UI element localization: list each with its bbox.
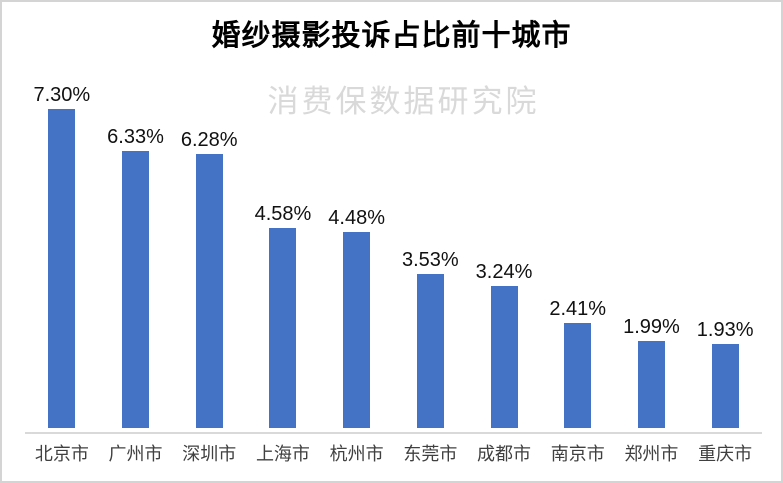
bar-北京市 bbox=[48, 109, 76, 428]
bar-深圳市 bbox=[195, 153, 223, 428]
bar-value-label: 2.41% bbox=[549, 297, 607, 320]
bar-广州市 bbox=[122, 151, 150, 428]
bar-value-label: 3.24% bbox=[475, 261, 533, 284]
bar-value-label: 1.99% bbox=[623, 316, 680, 339]
bar-value-label: 6.28% bbox=[180, 128, 238, 151]
chart-title: 婚纱摄影投诉占比前十城市 bbox=[211, 20, 572, 52]
bar-value-label: 7.30% bbox=[33, 84, 91, 106]
x-axis-category-label: 北京市 bbox=[34, 444, 89, 464]
bar-成都市 bbox=[490, 286, 518, 428]
x-axis-line bbox=[25, 432, 762, 434]
x-axis-category-label: 东莞市 bbox=[403, 444, 458, 464]
bar-value-label: 1.93% bbox=[696, 318, 754, 341]
x-axis-category-label: 上海市 bbox=[255, 444, 310, 464]
x-axis-category-label: 深圳市 bbox=[182, 444, 237, 464]
bar-东莞市 bbox=[416, 273, 444, 428]
x-axis-category-label: 广州市 bbox=[108, 444, 163, 464]
bar-value-label: 4.58% bbox=[254, 202, 312, 225]
bar-value-label: 6.33% bbox=[107, 126, 164, 149]
x-axis-category-label: 南京市 bbox=[550, 444, 605, 464]
bar-value-label: 4.48% bbox=[328, 207, 385, 230]
x-axis-category-label: 杭州市 bbox=[329, 444, 384, 464]
x-axis-category-label: 成都市 bbox=[477, 444, 532, 464]
bar-南京市 bbox=[564, 322, 592, 428]
bar-value-label: 3.53% bbox=[401, 248, 459, 271]
bar-重庆市 bbox=[711, 343, 739, 428]
bar-杭州市 bbox=[343, 232, 371, 428]
x-axis-category-label: 重庆市 bbox=[698, 444, 753, 464]
x-axis-category-label: 郑州市 bbox=[624, 444, 679, 464]
bar-上海市 bbox=[269, 227, 297, 428]
bar-郑州市 bbox=[637, 341, 665, 428]
